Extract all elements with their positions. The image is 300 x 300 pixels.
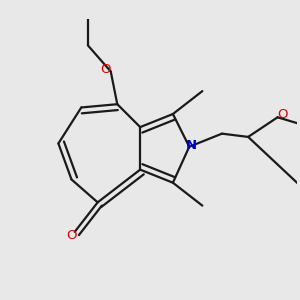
Text: O: O [100,63,111,76]
Text: O: O [277,107,288,121]
Text: N: N [185,139,197,152]
Text: O: O [66,229,77,242]
